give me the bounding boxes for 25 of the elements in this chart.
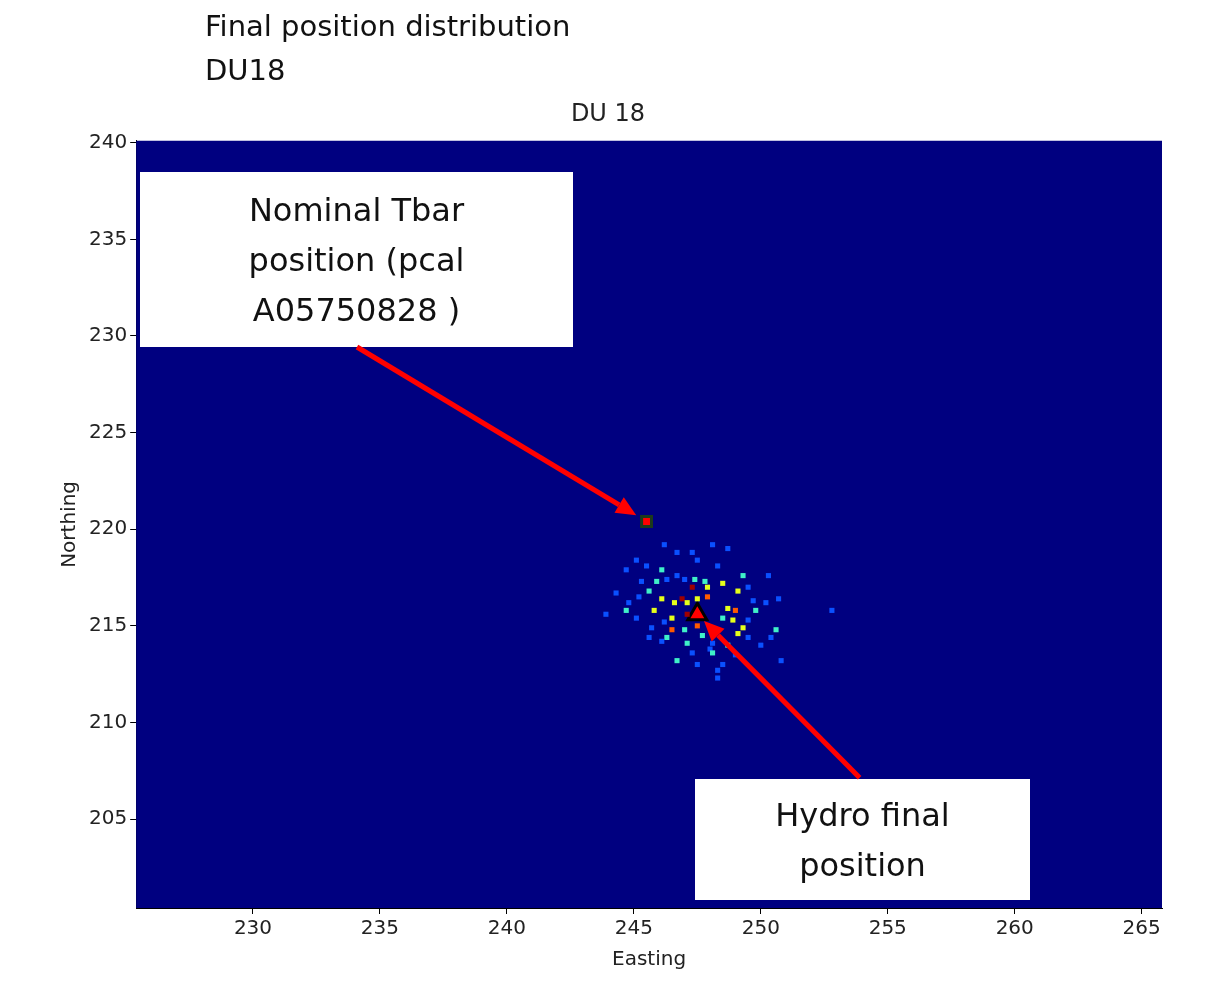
y-tick-label: 235 [88,225,128,250]
text: Final position distribution [205,8,571,45]
y-tick-label: 230 [88,322,128,347]
chart-title: DU 18 [570,98,646,127]
x-tick-label: 230 [233,915,273,940]
x-tick-label: 255 [868,915,907,940]
x-axis-title: Easting [612,946,687,971]
y-axis-title: Northing [56,480,81,568]
y-tick-label: 240 [88,128,128,153]
callout-box: Hydro final position [695,779,1030,900]
callout-box: Nominal Tbar position (pcal A05750828 ) [140,172,573,347]
x-tick-label: 245 [614,915,653,940]
x-tick-label: 235 [360,915,400,940]
y-tick-label: 205 [88,805,128,830]
y-tick-label: 210 [88,708,128,733]
annotation: Hydro final position [774,794,951,886]
x-tick-label: 250 [741,915,780,940]
x-tick-label: 260 [995,915,1034,940]
y-tick-label: 220 [88,515,128,540]
text: DU18 [205,52,287,89]
x-tick-label: 240 [487,915,526,940]
y-tick-label: 225 [88,418,128,443]
x-tick-label: 265 [1122,915,1161,940]
y-tick-label: 215 [88,612,128,637]
annotation: Nominal Tbar position (pcal A05750828 ) [247,189,466,331]
